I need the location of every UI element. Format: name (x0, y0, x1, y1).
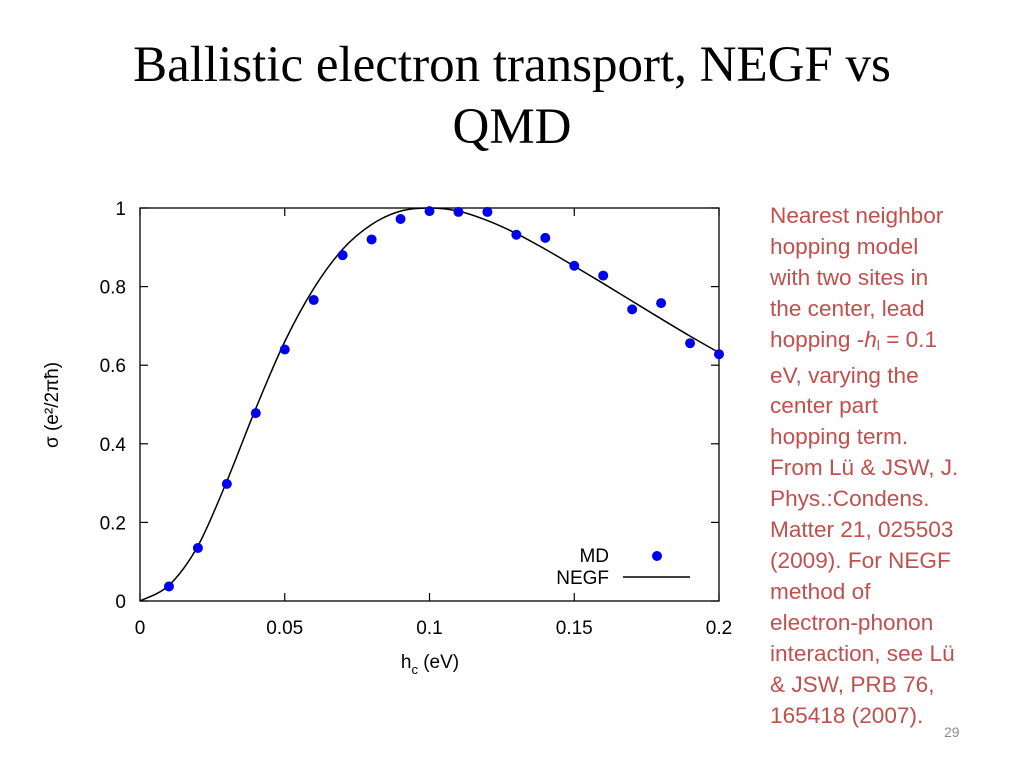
md-point (511, 229, 522, 240)
legend: MD NEGF (556, 546, 690, 589)
md-point (308, 294, 319, 305)
description-line: (2009). For NEGF (770, 547, 951, 573)
description-line: with two sites in (770, 264, 929, 290)
y-axis-label: σ (e²/2πħ) (42, 362, 63, 448)
legend-label-negf: NEGF (556, 568, 609, 589)
description-line-hopping: hopping -hl = 0.1 (770, 325, 995, 361)
x-axis-label: hc (eV) (401, 652, 459, 677)
y-tick-label: 0.4 (100, 435, 127, 456)
description-line: method of (770, 578, 871, 604)
x-tick-label: 0.05 (266, 618, 303, 639)
y-tick-label: 0.6 (100, 356, 126, 377)
hopping-value: = 0.1 (879, 326, 938, 352)
description-line: center part (770, 393, 879, 419)
axis-tick-labels: 0 0.05 0.1 0.15 0.2 0 0.2 0.4 0.6 0.8 1 (100, 199, 733, 639)
slide-title-line-1: Ballistic electron transport, NEGF vs (133, 37, 891, 93)
md-point (656, 298, 667, 309)
md-point (279, 344, 290, 355)
md-series-points (163, 206, 724, 592)
description-line: From Lü & JSW, J. (770, 455, 959, 481)
md-point (598, 270, 609, 281)
md-point (366, 234, 377, 245)
axis-ticks (139, 207, 720, 602)
md-point (192, 542, 203, 553)
x-axis-label-subscript: c (411, 662, 418, 677)
md-point (482, 206, 493, 217)
y-tick-label: 0 (115, 592, 126, 613)
x-tick-label: 0.15 (556, 618, 593, 639)
md-point (685, 338, 696, 349)
description-line: electron-phonon (770, 609, 934, 635)
md-point (337, 250, 348, 261)
hopping-symbol: h (864, 326, 877, 352)
y-tick-label: 1 (115, 199, 126, 220)
md-point (453, 206, 464, 217)
slide-title-line-2: QMD (452, 99, 572, 155)
md-point (569, 260, 580, 271)
x-axis-label-unit: (eV) (418, 652, 459, 673)
y-tick-label: 0.2 (100, 513, 126, 534)
description-line: Matter 21, 025503 (770, 517, 954, 543)
hopping-subscript: l (876, 336, 880, 353)
plot-frame (139, 207, 720, 602)
md-point (250, 408, 261, 419)
md-point (163, 581, 174, 592)
md-point (714, 349, 724, 360)
description-line: Nearest neighbor (770, 203, 944, 228)
description-line: & JSW, PRB 76, (770, 671, 935, 697)
description-text: Nearest neighbor hopping model with two … (770, 201, 995, 731)
legend-label-md: MD (579, 546, 609, 567)
x-tick-label: 0.1 (416, 618, 442, 639)
md-point (540, 232, 551, 243)
description-line: 165418 (2007). (770, 702, 924, 728)
negf-series-line (139, 207, 720, 602)
x-tick-label: 0.2 (706, 618, 732, 639)
x-tick-label: 0 (135, 618, 146, 639)
description-line: the center, lead (770, 295, 925, 321)
description-line: hopping model (770, 233, 919, 259)
description-line: Phys.:Condens. (770, 486, 930, 512)
description-line: eV, varying the (770, 362, 919, 388)
md-point (424, 206, 435, 217)
description-line: interaction, see Lü (770, 640, 955, 666)
slide-title: Ballistic electron transport, NEGF vs QM… (40, 34, 984, 158)
y-tick-label: 0.8 (100, 278, 126, 299)
md-point (395, 214, 406, 225)
description-line: hopping term. (770, 424, 909, 450)
page-number: 29 (944, 724, 960, 740)
description-fragment: hopping - (770, 326, 865, 352)
x-axis-label-symbol: h (401, 652, 412, 673)
md-point (221, 478, 232, 489)
md-point (627, 304, 638, 315)
legend-marker-md (652, 551, 662, 561)
